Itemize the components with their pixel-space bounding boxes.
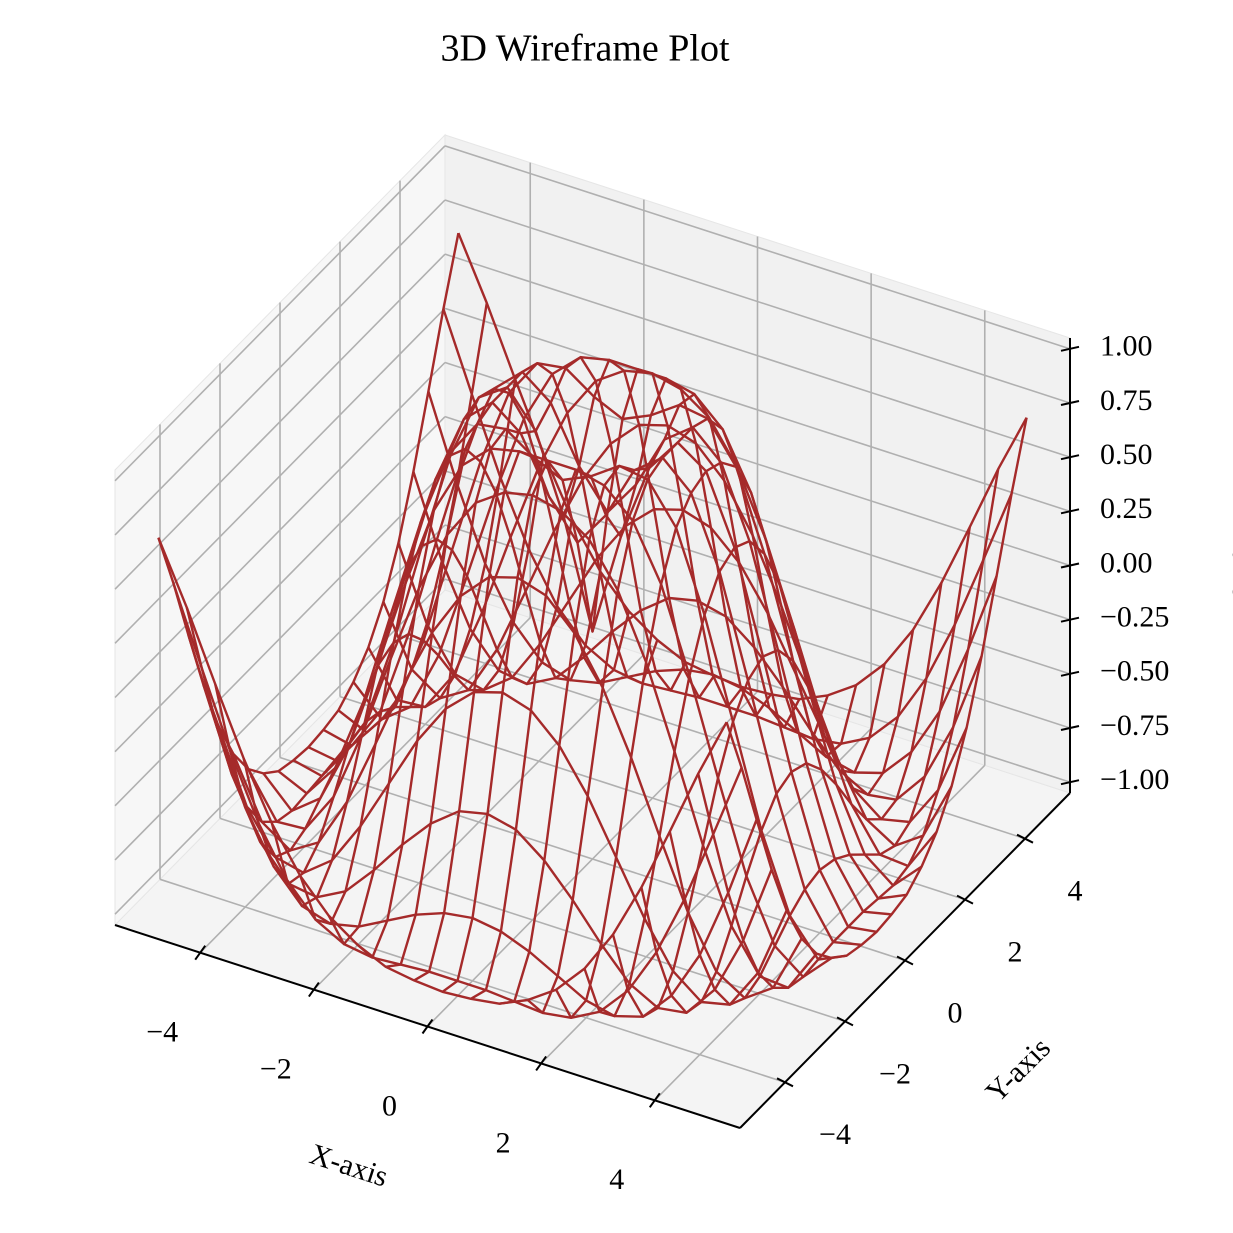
x-axis-label: X-axis xyxy=(306,1137,392,1193)
grid-line xyxy=(114,199,446,536)
wire-column xyxy=(640,582,943,1014)
z-axis-label: Z-axis xyxy=(1226,522,1233,599)
wire-column xyxy=(725,417,1028,960)
tick-mark xyxy=(1060,345,1080,352)
grid-line xyxy=(114,578,446,915)
tick-mark xyxy=(956,894,974,905)
y-tick-label: 4 xyxy=(1068,875,1083,908)
wire-column xyxy=(611,629,915,1018)
x-tick-label: −4 xyxy=(146,1016,178,1049)
grid-line xyxy=(444,361,1071,567)
z-tick-label: −1.00 xyxy=(1100,763,1169,796)
grid-line xyxy=(444,307,1071,513)
y-tick-label: −4 xyxy=(819,1118,851,1151)
wire-column xyxy=(385,356,687,968)
wire-column xyxy=(697,468,1000,989)
tick-mark xyxy=(308,982,320,998)
tick-mark xyxy=(421,1018,434,1035)
z-tick-label: −0.75 xyxy=(1100,709,1169,742)
grid-line xyxy=(114,470,446,807)
x-tick-label: −2 xyxy=(260,1052,292,1085)
wire-column xyxy=(555,461,858,1019)
wire-column xyxy=(299,447,602,925)
x-tick-label: 0 xyxy=(382,1089,397,1122)
wire-column xyxy=(499,392,801,1005)
grid-line xyxy=(219,817,846,1023)
tick-mark xyxy=(1016,833,1034,844)
x-tick-label: 4 xyxy=(609,1163,624,1196)
z-tick-label: 0.25 xyxy=(1100,492,1153,525)
z-tick-label: −0.25 xyxy=(1100,601,1169,634)
wire-column xyxy=(668,526,971,1006)
wire-column xyxy=(327,387,631,946)
wire-column xyxy=(526,417,829,1015)
tick-mark xyxy=(836,1016,854,1027)
wire-column xyxy=(441,368,744,993)
y-axis-label: Y-axis xyxy=(979,1031,1057,1109)
tick-mark xyxy=(1060,454,1080,461)
z-tick-label: 0.50 xyxy=(1100,438,1153,471)
z-tick-label: 0.75 xyxy=(1100,384,1153,417)
y-tick-label: 0 xyxy=(948,996,963,1029)
tick-mark xyxy=(776,1077,794,1088)
wire-column xyxy=(270,518,574,908)
tick-mark xyxy=(1060,616,1080,623)
tick-mark xyxy=(1060,400,1080,406)
z-tick-label: 0.00 xyxy=(1100,546,1153,579)
grid-line xyxy=(444,578,1071,783)
grid-line xyxy=(114,145,446,482)
z-tick-label: −0.50 xyxy=(1100,655,1169,688)
tick-mark xyxy=(648,1092,661,1108)
grid-line xyxy=(114,416,446,753)
grid-line xyxy=(399,634,1026,840)
tick-mark xyxy=(194,945,207,961)
z-tick-label: 1.00 xyxy=(1100,330,1153,363)
grid-line xyxy=(114,253,446,590)
grid-line xyxy=(159,878,786,1084)
wire-column xyxy=(470,377,772,1000)
y-tick-label: −2 xyxy=(879,1057,911,1090)
grid-line xyxy=(444,199,1071,404)
wire-column xyxy=(583,539,886,1018)
tick-mark xyxy=(1060,725,1080,731)
y-tick-label: 2 xyxy=(1008,935,1023,968)
grid-line xyxy=(444,145,1071,350)
chart-title: 3D Wireframe Plot xyxy=(440,28,729,70)
tick-mark xyxy=(1060,779,1080,786)
wire-column xyxy=(185,302,488,823)
tick-mark xyxy=(896,955,914,966)
grid-line xyxy=(339,695,966,901)
x-tick-label: 2 xyxy=(496,1126,511,1159)
tick-mark xyxy=(1060,670,1080,677)
tick-mark xyxy=(535,1055,547,1071)
grid-line xyxy=(444,253,1071,458)
tick-mark xyxy=(1060,508,1080,515)
tick-mark xyxy=(1060,562,1080,569)
wire-column xyxy=(356,362,659,959)
grid-line xyxy=(114,307,446,644)
grid-line xyxy=(114,361,446,699)
